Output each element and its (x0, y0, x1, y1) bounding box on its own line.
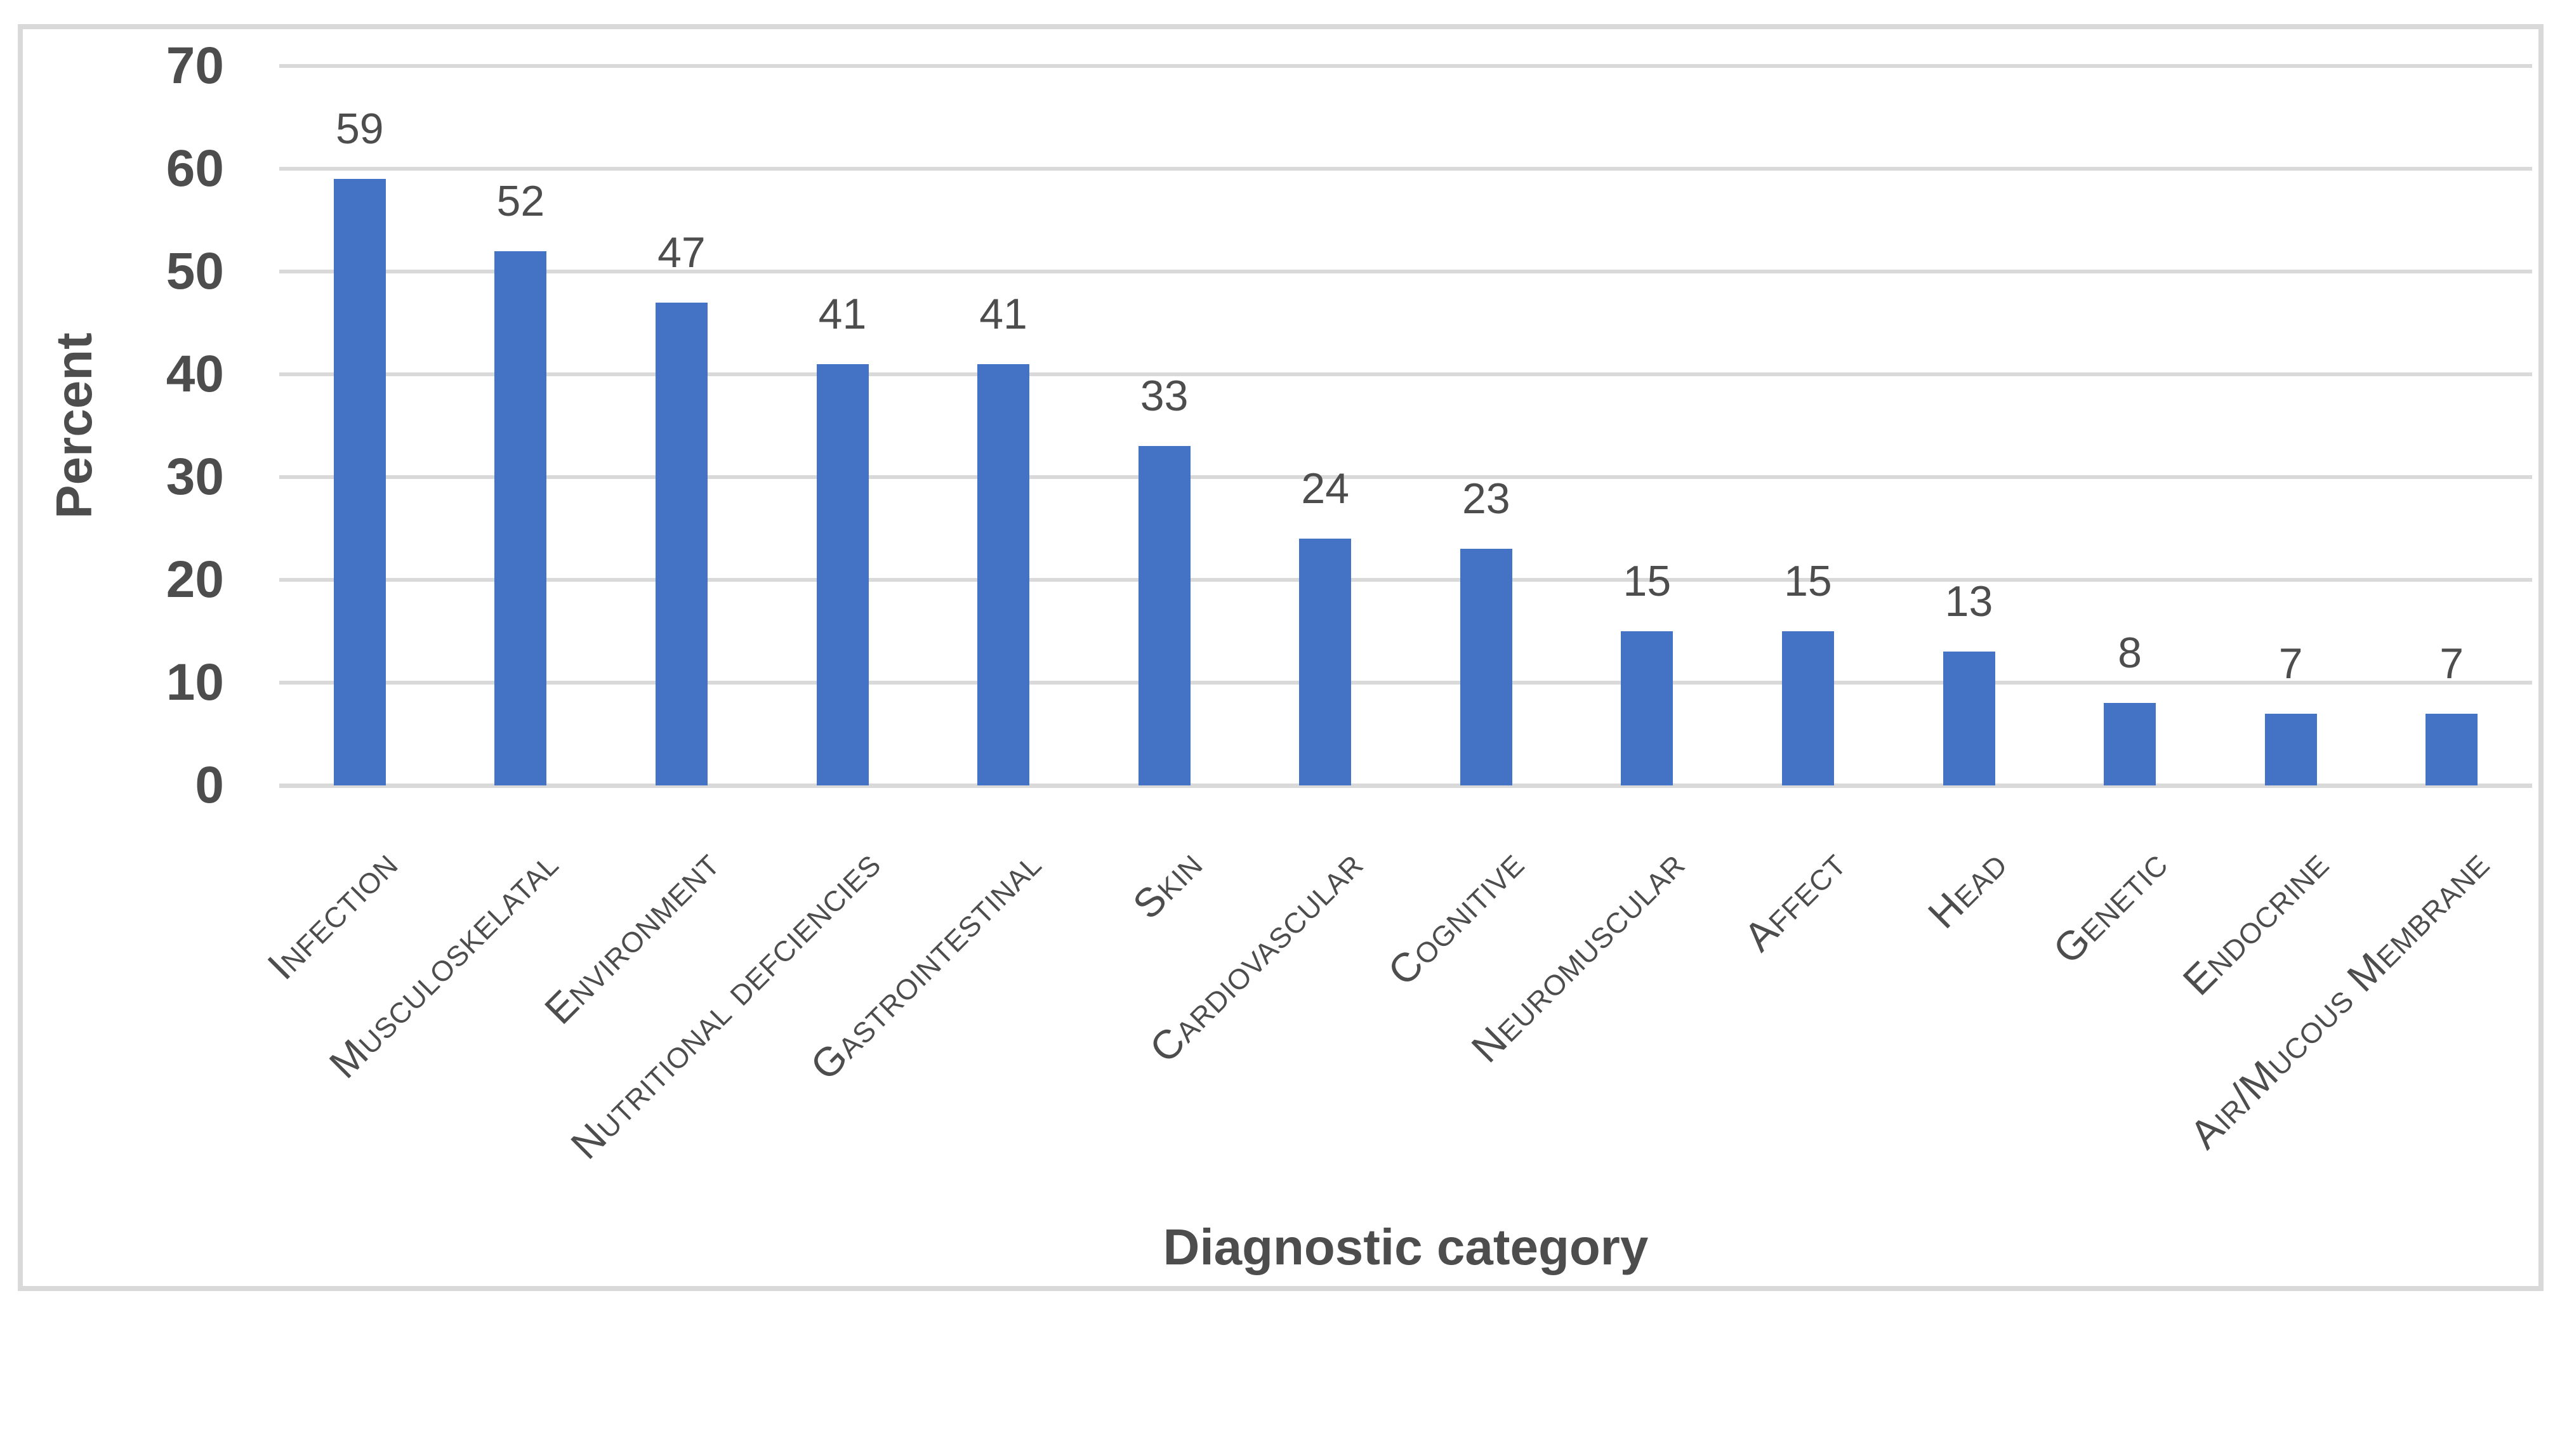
category-label: Endocrine (2174, 841, 2337, 1004)
category-label: Gastrointestinal (802, 841, 1050, 1089)
bar-value-label: 52 (496, 176, 545, 225)
bar (2426, 713, 2478, 785)
plot-area: 59 52 47 41 41 33 24 23 15 15 13 8 7 7 (279, 64, 2532, 788)
bar (1943, 652, 1995, 785)
bar-value-label: 33 (1140, 372, 1189, 421)
gridline (279, 578, 2532, 582)
bar (1138, 446, 1191, 785)
bar-value-label: 24 (1301, 464, 1350, 513)
bar (333, 179, 386, 785)
category-label: Neuromuscular (1463, 841, 1694, 1072)
bar (494, 251, 547, 785)
bar-value-label: 7 (2278, 639, 2303, 688)
category-label: Head (1918, 841, 2016, 938)
gridline (279, 64, 2532, 68)
bar (1460, 549, 1512, 785)
bar-value-label: 23 (1462, 475, 1510, 523)
category-label: Genetic (2044, 841, 2177, 973)
bar-value-label: 13 (1944, 577, 1993, 626)
bar-value-label: 8 (2118, 629, 2142, 678)
bar (1299, 539, 1352, 785)
bar-value-label: 41 (979, 289, 1027, 338)
chart-frame: Percent 0 10 20 30 40 50 60 70 59 52 47 41 41 33 24 23… (18, 24, 2544, 1291)
bar-value-label: 15 (1623, 557, 1672, 605)
category-label: Cardiovascular (1140, 841, 1372, 1072)
category-label: Cognitive (1378, 841, 1533, 995)
x-axis-title: Diagnostic category (1163, 1219, 1649, 1275)
y-tick-label: 0 (195, 756, 224, 814)
gridline (279, 681, 2532, 685)
y-tick-label: 70 (166, 37, 224, 95)
bar (655, 302, 708, 785)
bar-value-label: 41 (818, 289, 867, 338)
bar-value-label: 15 (1784, 557, 1832, 605)
y-tick-label: 60 (166, 140, 224, 197)
gridline (279, 167, 2532, 171)
bar-value-label: 7 (2439, 639, 2464, 688)
y-tick-label: 30 (166, 448, 224, 506)
bar (1621, 631, 1673, 785)
x-axis-line (279, 784, 2532, 788)
y-tick-label: 10 (166, 653, 224, 711)
bar (2104, 703, 2156, 785)
bar-value-label: 47 (657, 228, 706, 277)
bar-value-label: 59 (335, 105, 384, 154)
y-tick-label: 50 (166, 242, 224, 300)
gridline (279, 270, 2532, 273)
y-tick-label: 40 (166, 345, 224, 403)
y-tick-label: 20 (166, 551, 224, 608)
category-label: Environment (536, 841, 729, 1033)
bar (2264, 713, 2317, 785)
gridline (279, 372, 2532, 376)
bar (816, 364, 869, 785)
gridline (279, 475, 2532, 479)
category-label: Affect (1735, 841, 1855, 961)
category-label: Air/Mucous Membrane (2181, 841, 2498, 1158)
category-label: Skin (1123, 841, 1211, 928)
bar (977, 364, 1030, 785)
bar (1781, 631, 1834, 785)
category-label: Nutritional defciencies (562, 841, 889, 1168)
